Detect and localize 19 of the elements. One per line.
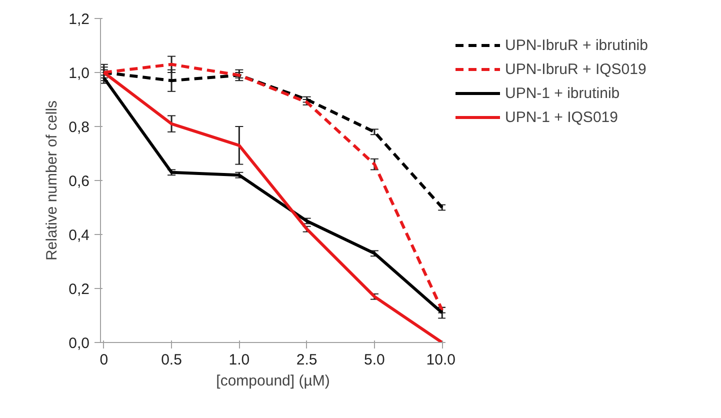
y-tick-label: 0,8 xyxy=(68,119,90,136)
x-tick-label: 5.0 xyxy=(364,352,385,368)
legend-label: UPN-1 + IQS019 xyxy=(505,108,618,126)
x-tick-label: 1.0 xyxy=(228,352,250,368)
legend-label: UPN-1 + ibrutinib xyxy=(505,84,620,102)
x-tick-label: 0.5 xyxy=(161,352,182,368)
x-tick-label: 10.0 xyxy=(426,352,456,368)
y-tick-label: 0,6 xyxy=(68,173,90,190)
y-axis-title: Relative number of cells xyxy=(44,100,61,261)
y-tick-label: 1,2 xyxy=(68,11,90,28)
y-tick-label: 0,2 xyxy=(68,281,90,298)
x-axis-title: [compound] (µM) xyxy=(216,372,330,390)
y-tick-label: 1,0 xyxy=(68,65,90,82)
legend-label: UPN-IbruR + IQS019 xyxy=(505,60,646,78)
y-tick-label: 0,4 xyxy=(68,227,90,244)
x-tick-label: 2.5 xyxy=(296,352,318,368)
y-tick-label: 0,0 xyxy=(68,335,90,352)
x-tick-label: 0 xyxy=(100,352,108,368)
legend-label: UPN-IbruR + ibrutinib xyxy=(505,36,648,54)
